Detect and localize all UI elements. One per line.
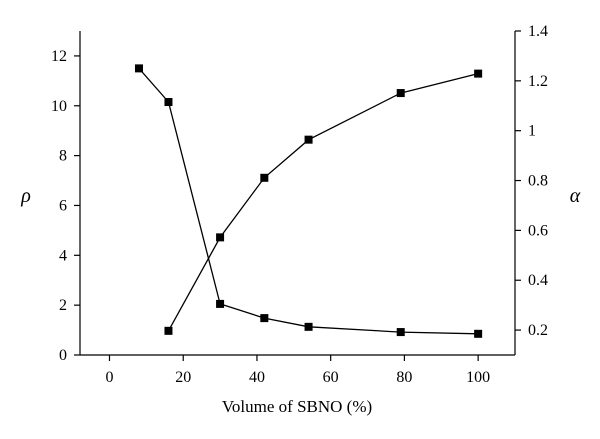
data-point-right: [396, 89, 405, 98]
series-layer: [134, 64, 483, 338]
y-right-tick-label: 1.2: [528, 73, 548, 90]
data-point-left: [164, 98, 173, 107]
y-right-axis-title: α: [570, 185, 581, 207]
data-point-right: [260, 173, 269, 182]
y-left-ticks: 0 2 4 6 8 10 12: [51, 48, 80, 364]
y-right-tick-label: 1.4: [528, 23, 548, 40]
data-point-left: [216, 299, 225, 308]
series-line-left: [138, 67, 479, 335]
data-point-right: [164, 326, 173, 335]
y-left-tick-label: 10: [51, 98, 67, 115]
y-left-axis-title: ρ: [20, 185, 31, 207]
data-point-left: [134, 64, 143, 73]
data-point-left: [396, 328, 405, 337]
series-line-right: [167, 72, 479, 332]
y-right-tick-label: 0.2: [528, 322, 548, 339]
plot-frame: [79, 31, 516, 356]
data-point-left: [260, 314, 269, 323]
x-tick-label: 60: [323, 369, 339, 386]
x-tick-label: 20: [175, 369, 191, 386]
y-left-tick-label: 6: [59, 197, 67, 214]
data-point-right: [474, 69, 483, 78]
y-right-ticks: 0.2 0.4 0.6 0.8 1 1.2 1.4: [515, 23, 548, 339]
data-point-left: [304, 322, 313, 331]
y-right-tick-label: 0.8: [528, 173, 548, 190]
x-tick-label: 80: [396, 369, 412, 386]
x-tick-label: 100: [466, 369, 490, 386]
y-right-tick-label: 0.6: [528, 222, 548, 239]
data-point-right: [216, 233, 225, 242]
data-point-left: [474, 329, 483, 338]
data-point-right: [304, 135, 313, 144]
x-ticks: 0 20 40 60 80 100: [105, 355, 490, 386]
x-tick-label: 0: [105, 369, 113, 386]
x-tick-label: 40: [249, 369, 265, 386]
y-left-tick-label: 8: [59, 148, 67, 165]
y-left-tick-label: 2: [59, 297, 67, 314]
y-left-tick-label: 0: [59, 347, 67, 364]
y-right-tick-label: 1: [528, 123, 536, 140]
x-axis-title: Volume of SBNO (%): [222, 397, 372, 416]
y-left-tick-label: 4: [59, 247, 67, 264]
y-right-tick-label: 0.4: [528, 272, 548, 289]
y-left-tick-label: 12: [51, 48, 67, 65]
